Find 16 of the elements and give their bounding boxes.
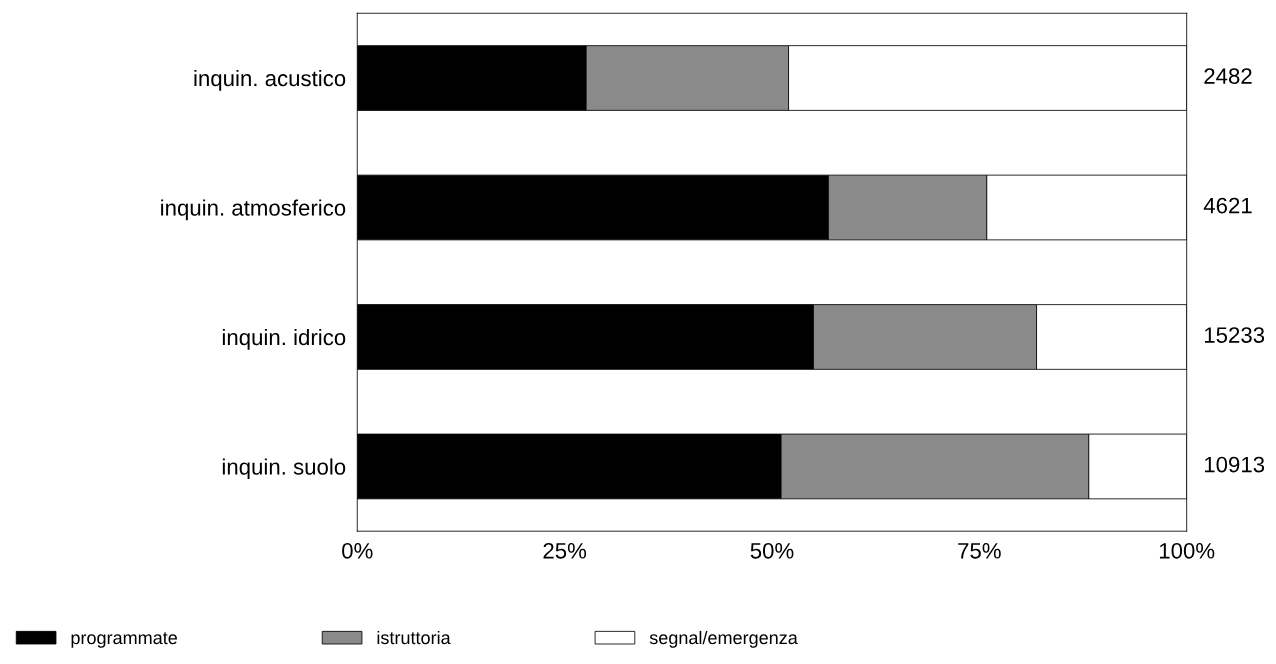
text: 15233 — [1204, 327, 1265, 343]
y-tick-label: inquin. idrico — [222, 328, 346, 350]
legend-label: segnal/emergenza — [649, 630, 798, 648]
y-tick-label: inquin. acustico — [194, 69, 346, 91]
y-tick-label: inquin. atmosferico — [161, 199, 346, 221]
text: 4621 — [1203, 197, 1252, 214]
legend-label: istruttoria — [377, 630, 451, 645]
text: 10913 — [1204, 456, 1265, 473]
y-tick-label: inquin. suolo — [222, 458, 346, 480]
x-tick-label: 50% — [750, 542, 794, 559]
text: 2482 — [1204, 68, 1252, 84]
x-tick-label: 25% — [543, 542, 587, 559]
x-tick-label: 100% — [1159, 542, 1215, 559]
legend-label: programmate — [71, 632, 177, 648]
x-tick-label: 75% — [958, 543, 1001, 559]
x-tick-label: 0% — [342, 542, 373, 559]
